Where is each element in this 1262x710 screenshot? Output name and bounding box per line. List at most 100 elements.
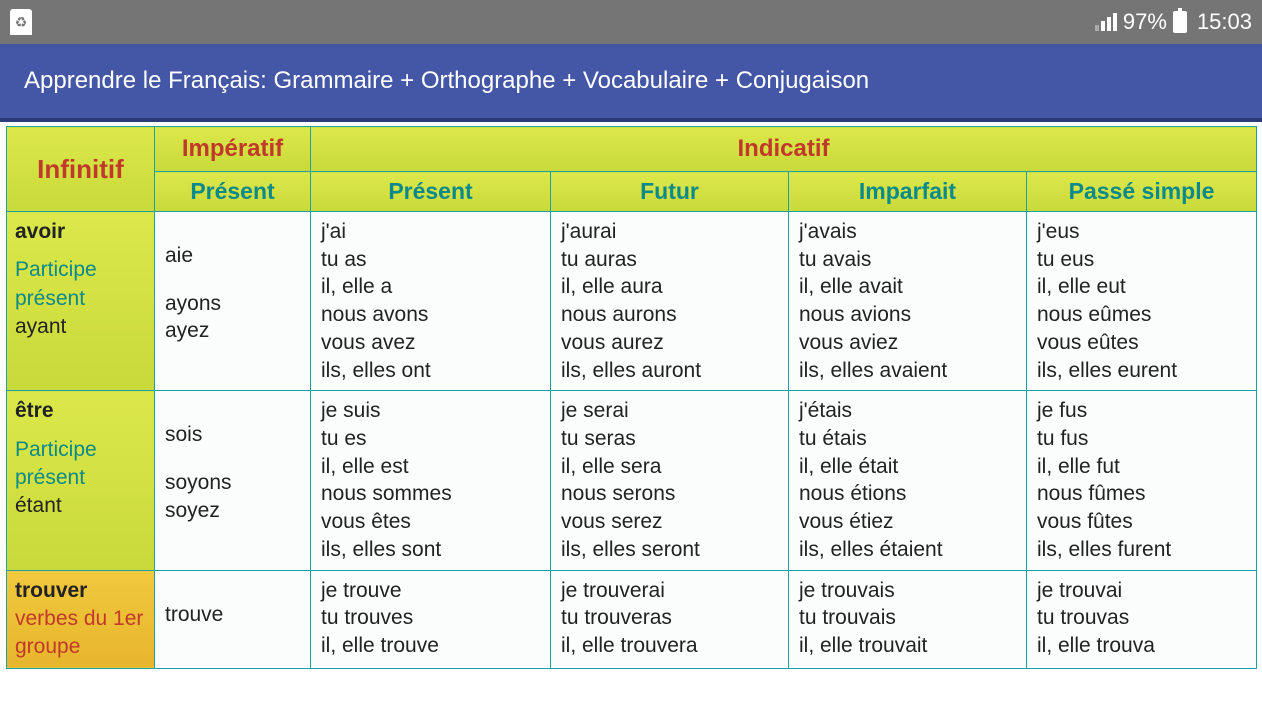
conjugation-form: nous avons (321, 301, 540, 329)
conjugation-form: j'avais (799, 218, 1016, 246)
conjugation-form: ils, elles auront (561, 357, 778, 385)
conjugation-form: tu trouvais (799, 604, 1016, 632)
conjugation-form: je suis (321, 397, 540, 425)
conjugation-form: soyons (165, 469, 300, 497)
conjugation-form: je trouvai (1037, 577, 1246, 605)
conjugation-form: j'aurai (561, 218, 778, 246)
infinitif-verb: être (15, 397, 146, 425)
conjugation-form: aie (165, 242, 300, 270)
conjugation-form: il, elle a (321, 273, 540, 301)
conjugation-form: tu as (321, 246, 540, 274)
app-bar: Apprendre le Français: Grammaire + Ortho… (0, 44, 1262, 122)
conjugation-form: vous aurez (561, 329, 778, 357)
conjugation-form: vous fûtes (1037, 508, 1246, 536)
status-left: ♻ (10, 9, 1095, 35)
conjugation-form: tu trouveras (561, 604, 778, 632)
passe_simple-cell: je trouvaitu trouvasil, elle trouva (1027, 570, 1257, 668)
subheader-imparfait: Imparfait (789, 172, 1027, 212)
conjugation-form: il, elle trouvera (561, 632, 778, 660)
table-row: trouververbes du 1er groupetrouveje trou… (7, 570, 1257, 668)
table-header-top: Infinitif Impératif Indicatif (7, 127, 1257, 172)
conjugation-form: je serai (561, 397, 778, 425)
conjugation-form: tu es (321, 425, 540, 453)
conjugation-form: ils, elles avaient (799, 357, 1016, 385)
conjugation-form: vous êtes (321, 508, 540, 536)
conjugation-form: vous étiez (799, 508, 1016, 536)
infinitif-subtitle: verbes du 1er groupe (15, 605, 146, 662)
status-right: 97% 15:03 (1095, 9, 1252, 35)
participe-form: étant (15, 492, 146, 520)
conjugation-form: nous aurons (561, 301, 778, 329)
present-cell: je suistu esil, elle estnous sommesvous … (311, 391, 551, 570)
table-header-sub: Présent Présent Futur Imparfait Passé si… (7, 172, 1257, 212)
conjugation-form: vous serez (561, 508, 778, 536)
conjugation-form: ils, elles sont (321, 536, 540, 564)
conjugation-form: ils, elles ont (321, 357, 540, 385)
conjugation-form: j'étais (799, 397, 1016, 425)
app-title: Apprendre le Français: Grammaire + Ortho… (24, 67, 869, 95)
passe_simple-cell: j'eustu eusil, elle eutnous eûmesvous eû… (1027, 212, 1257, 391)
subheader-passe-simple: Passé simple (1027, 172, 1257, 212)
conjugation-form: tu fus (1037, 425, 1246, 453)
futur-cell: je seraitu serasil, elle seranous serons… (551, 391, 789, 570)
conjugation-form: tu seras (561, 425, 778, 453)
passe_simple-cell: je fustu fusil, elle futnous fûmesvous f… (1027, 391, 1257, 570)
battery-percent: 97% (1123, 9, 1167, 35)
conjugation-form: ils, elles étaient (799, 536, 1016, 564)
clock: 15:03 (1197, 9, 1252, 35)
conjugation-form: j'eus (1037, 218, 1246, 246)
subheader-imperatif-present: Présent (155, 172, 311, 212)
conjugation-form: je trouve (321, 577, 540, 605)
participe-label: Participeprésent (15, 256, 146, 313)
header-imperatif: Impératif (155, 127, 311, 172)
conjugation-form: nous fûmes (1037, 480, 1246, 508)
present-cell: je trouvetu trouvesil, elle trouve (311, 570, 551, 668)
imparfait-cell: j'étaistu étaisil, elle étaitnous étions… (789, 391, 1027, 570)
conjugation-form: ils, elles eurent (1037, 357, 1246, 385)
futur-cell: j'auraitu aurasil, elle auranous auronsv… (551, 212, 789, 391)
conjugation-form: ayons (165, 290, 300, 318)
table-row: avoirParticipeprésentayantaieayonsayezj'… (7, 212, 1257, 391)
imperatif-cell: soissoyonssoyez (155, 391, 311, 570)
content-area[interactable]: Infinitif Impératif Indicatif Présent Pr… (0, 122, 1262, 669)
conjugation-form: soyez (165, 497, 300, 525)
conjugation-form: il, elle trouve (321, 632, 540, 660)
conjugation-form: nous étions (799, 480, 1016, 508)
conjugation-form: tu eus (1037, 246, 1246, 274)
conjugation-form: ils, elles seront (561, 536, 778, 564)
conjugation-form: je fus (1037, 397, 1246, 425)
signal-icon (1095, 13, 1117, 31)
conjugation-form: il, elle eut (1037, 273, 1246, 301)
conjugation-form: tu trouvas (1037, 604, 1246, 632)
imperatif-cell: trouve (155, 570, 311, 668)
conjugation-form: il, elle sera (561, 453, 778, 481)
conjugation-form: nous eûmes (1037, 301, 1246, 329)
conjugation-form: tu auras (561, 246, 778, 274)
conjugation-form: il, elle avait (799, 273, 1016, 301)
header-infinitif: Infinitif (7, 127, 155, 212)
conjugation-form: nous sommes (321, 480, 540, 508)
conjugation-form: vous avez (321, 329, 540, 357)
conjugation-form: il, elle trouva (1037, 632, 1246, 660)
conjugation-form: je trouvais (799, 577, 1016, 605)
imparfait-cell: j'avaistu avaisil, elle avaitnous avions… (789, 212, 1027, 391)
infinitif-verb: trouver (15, 577, 146, 605)
conjugation-form: tu trouves (321, 604, 540, 632)
infinitif-cell: trouververbes du 1er groupe (7, 570, 155, 668)
conjugation-form: il, elle trouvait (799, 632, 1016, 660)
participe-label: Participeprésent (15, 436, 146, 493)
conjugation-form: tu étais (799, 425, 1016, 453)
recycle-icon: ♻ (10, 9, 32, 35)
conjugation-form: il, elle est (321, 453, 540, 481)
battery-icon (1173, 11, 1187, 33)
conjugation-form: nous avions (799, 301, 1016, 329)
android-status-bar: ♻ 97% 15:03 (0, 0, 1262, 44)
futur-cell: je trouveraitu trouverasil, elle trouver… (551, 570, 789, 668)
participe-form: ayant (15, 313, 146, 341)
subheader-present: Présent (311, 172, 551, 212)
conjugation-form: ils, elles furent (1037, 536, 1246, 564)
infinitif-verb: avoir (15, 218, 146, 246)
conjugation-form: je trouverai (561, 577, 778, 605)
imparfait-cell: je trouvaistu trouvaisil, elle trouvait (789, 570, 1027, 668)
conjugation-form: tu avais (799, 246, 1016, 274)
